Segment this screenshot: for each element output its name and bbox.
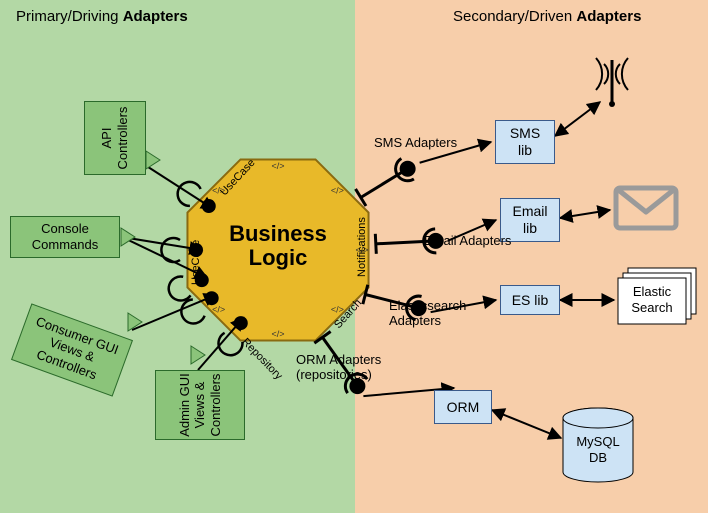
title-left-bold: Adapters: [123, 8, 188, 25]
bg-right-panel: [355, 0, 708, 513]
box-es-lib: ES lib: [500, 285, 560, 315]
box-admin-gui: Admin GUIViews &Controllers: [155, 370, 245, 440]
title-right-bold: Adapters: [576, 8, 641, 25]
port-notifications: Notifications: [356, 217, 368, 277]
label-sms-adapters: SMS Adapters: [374, 135, 457, 150]
label-orm-adapters: ORM Adapters(repositories): [296, 352, 381, 382]
box-console-commands: ConsoleCommands: [10, 216, 120, 258]
label-es-adapters: ElasticsearchAdapters: [389, 298, 466, 328]
center-label: BusinessLogic: [218, 222, 338, 270]
diagram-canvas: </></></></></></></></>ElasticSearchMyS…: [0, 0, 708, 513]
title-right-pre: Secondary/Driven: [453, 8, 576, 25]
title-right: Secondary/Driven Adapters: [453, 8, 641, 25]
box-orm: ORM: [434, 390, 492, 424]
label-email-adapters: Email Adapters: [424, 233, 511, 248]
title-left: Primary/Driving Adapters: [16, 8, 188, 25]
title-left-pre: Primary/Driving: [16, 8, 123, 25]
port-usecase-2: UseCase: [190, 240, 202, 285]
box-api-controllers: APIControllers: [84, 101, 146, 175]
box-sms-lib: SMSlib: [495, 120, 555, 164]
